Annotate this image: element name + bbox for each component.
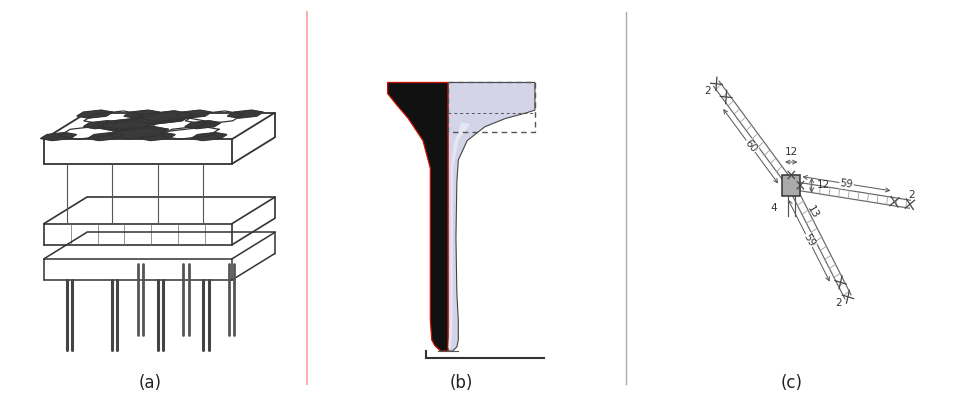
Text: 59: 59 (839, 178, 854, 190)
Polygon shape (227, 110, 263, 118)
Polygon shape (185, 121, 220, 129)
Text: 60: 60 (743, 138, 758, 154)
Text: 59: 59 (801, 232, 816, 249)
PathPatch shape (387, 82, 448, 351)
Text: 2: 2 (908, 190, 915, 200)
Polygon shape (77, 110, 113, 118)
Polygon shape (83, 121, 119, 129)
Text: 4: 4 (770, 204, 777, 214)
Text: (b): (b) (450, 374, 473, 392)
Text: 13: 13 (805, 204, 820, 220)
Text: 12: 12 (816, 180, 830, 190)
Polygon shape (110, 126, 168, 139)
Polygon shape (99, 118, 156, 131)
Text: (a): (a) (138, 374, 161, 392)
Text: 12: 12 (784, 146, 798, 156)
PathPatch shape (448, 123, 470, 348)
Polygon shape (41, 133, 76, 140)
Polygon shape (124, 110, 159, 118)
Polygon shape (88, 133, 124, 140)
PathPatch shape (448, 82, 535, 351)
Polygon shape (191, 133, 227, 140)
Polygon shape (176, 110, 212, 118)
Text: 2: 2 (836, 298, 842, 308)
Bar (782, 175, 801, 196)
Polygon shape (134, 111, 192, 124)
Text: 2: 2 (704, 86, 711, 96)
Text: (c): (c) (781, 374, 803, 392)
Polygon shape (139, 133, 175, 140)
